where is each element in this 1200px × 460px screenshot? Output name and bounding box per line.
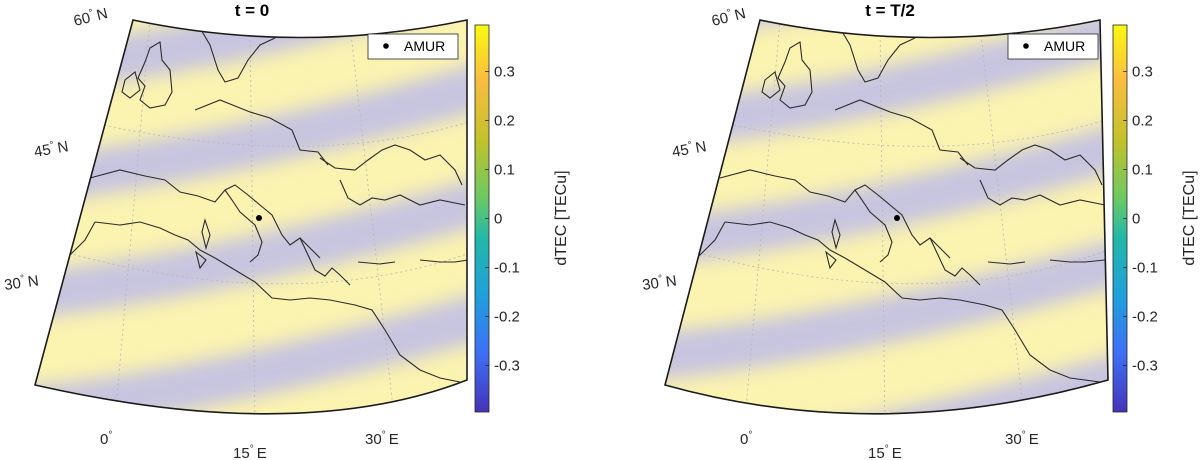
lon-label-0: 0° bbox=[100, 430, 112, 448]
lat-label-30: 30° N bbox=[641, 271, 678, 294]
colorbar-left: 0.3 0.2 0.1 0 -0.1 -0.2 -0.3 dTEC [TECu] bbox=[474, 24, 570, 413]
coastlines-left bbox=[39, 27, 467, 383]
legend-left: AMUR bbox=[367, 33, 459, 60]
map-frame-left bbox=[34, 19, 468, 415]
legend-label: AMUR bbox=[404, 38, 445, 54]
legend-marker bbox=[1023, 43, 1029, 49]
lon-labels-left: 0° 15° E 30° E bbox=[100, 430, 399, 460]
graticule-right bbox=[669, 20, 1108, 414]
colorbar-tick-label: -0.2 bbox=[1132, 308, 1158, 325]
lon-labels-right: 0° 15° E 30° E bbox=[740, 430, 1039, 460]
colorbar-right: 0.3 0.2 0.1 0 -0.1 -0.2 -0.3 dTEC [TECu] bbox=[1112, 24, 1198, 413]
trough-band bbox=[665, 227, 1108, 383]
amur-station-marker bbox=[256, 215, 262, 221]
lat-labels-right: 60°N 45°N 30° N bbox=[641, 4, 748, 294]
lat-labels-left: 60°N 45°N 30° N bbox=[3, 4, 110, 294]
map-frame-right bbox=[664, 19, 1109, 415]
colorbar-tick-label: 0 bbox=[494, 211, 502, 228]
lon-label-15: 15° E bbox=[868, 444, 902, 460]
legend-right: AMUR bbox=[1007, 33, 1099, 60]
colorbar-tick-label: 0.3 bbox=[1132, 64, 1153, 81]
colorbar-tick-label: -0.2 bbox=[494, 308, 520, 325]
colorbar-tick-label: 0 bbox=[1132, 211, 1140, 228]
dtec-field-right bbox=[665, 20, 1108, 414]
lon-label-30: 30° E bbox=[1005, 430, 1039, 448]
lat-label-45: 45°N bbox=[671, 137, 708, 161]
lon-label-15: 15° E bbox=[233, 444, 267, 460]
colorbar-tick-label: -0.1 bbox=[494, 259, 520, 276]
colorbar-label: dTEC [TECu] bbox=[1181, 170, 1198, 265]
lat-label-45: 45°N bbox=[33, 137, 70, 161]
panel-tT2: t = T/2 60°N 45°N 30° N 0° 15° E 30° E AMUR… bbox=[641, 1, 1198, 460]
lat-label-60: 60°N bbox=[72, 4, 110, 30]
colorbar-tick-label: -0.1 bbox=[1132, 259, 1158, 276]
panel-t0: t = 0 60°N 45°N 30° N 0° 15° E 30° E AMUR 0… bbox=[3, 1, 570, 460]
coastlines-right bbox=[669, 27, 1106, 383]
legend-label: AMUR bbox=[1044, 38, 1085, 54]
panel-title: t = T/2 bbox=[865, 1, 915, 20]
colorbar-tick-label: 0.3 bbox=[494, 64, 515, 81]
amur-station-marker bbox=[894, 215, 900, 221]
lon-label-0: 0° bbox=[740, 430, 752, 448]
colorbar-label: dTEC [TECu] bbox=[553, 170, 570, 265]
legend-marker bbox=[383, 43, 389, 49]
colorbar-tick-label: 0.1 bbox=[1132, 162, 1153, 179]
lat-label-30: 30° N bbox=[3, 271, 40, 294]
dtec-field-left bbox=[35, 20, 467, 414]
colorbar-tick-label: 0.1 bbox=[494, 162, 515, 179]
panel-title: t = 0 bbox=[235, 1, 270, 20]
colorbar-tick-label: -0.3 bbox=[1132, 357, 1158, 374]
graticule-left bbox=[39, 20, 467, 414]
colorbar-tick-label: 0.2 bbox=[494, 113, 515, 130]
colorbar-tick-label: 0.2 bbox=[1132, 113, 1153, 130]
lon-label-30: 30° E bbox=[365, 430, 399, 448]
colorbar-tick-label: -0.3 bbox=[494, 357, 520, 374]
lat-label-60: 60°N bbox=[710, 4, 748, 30]
